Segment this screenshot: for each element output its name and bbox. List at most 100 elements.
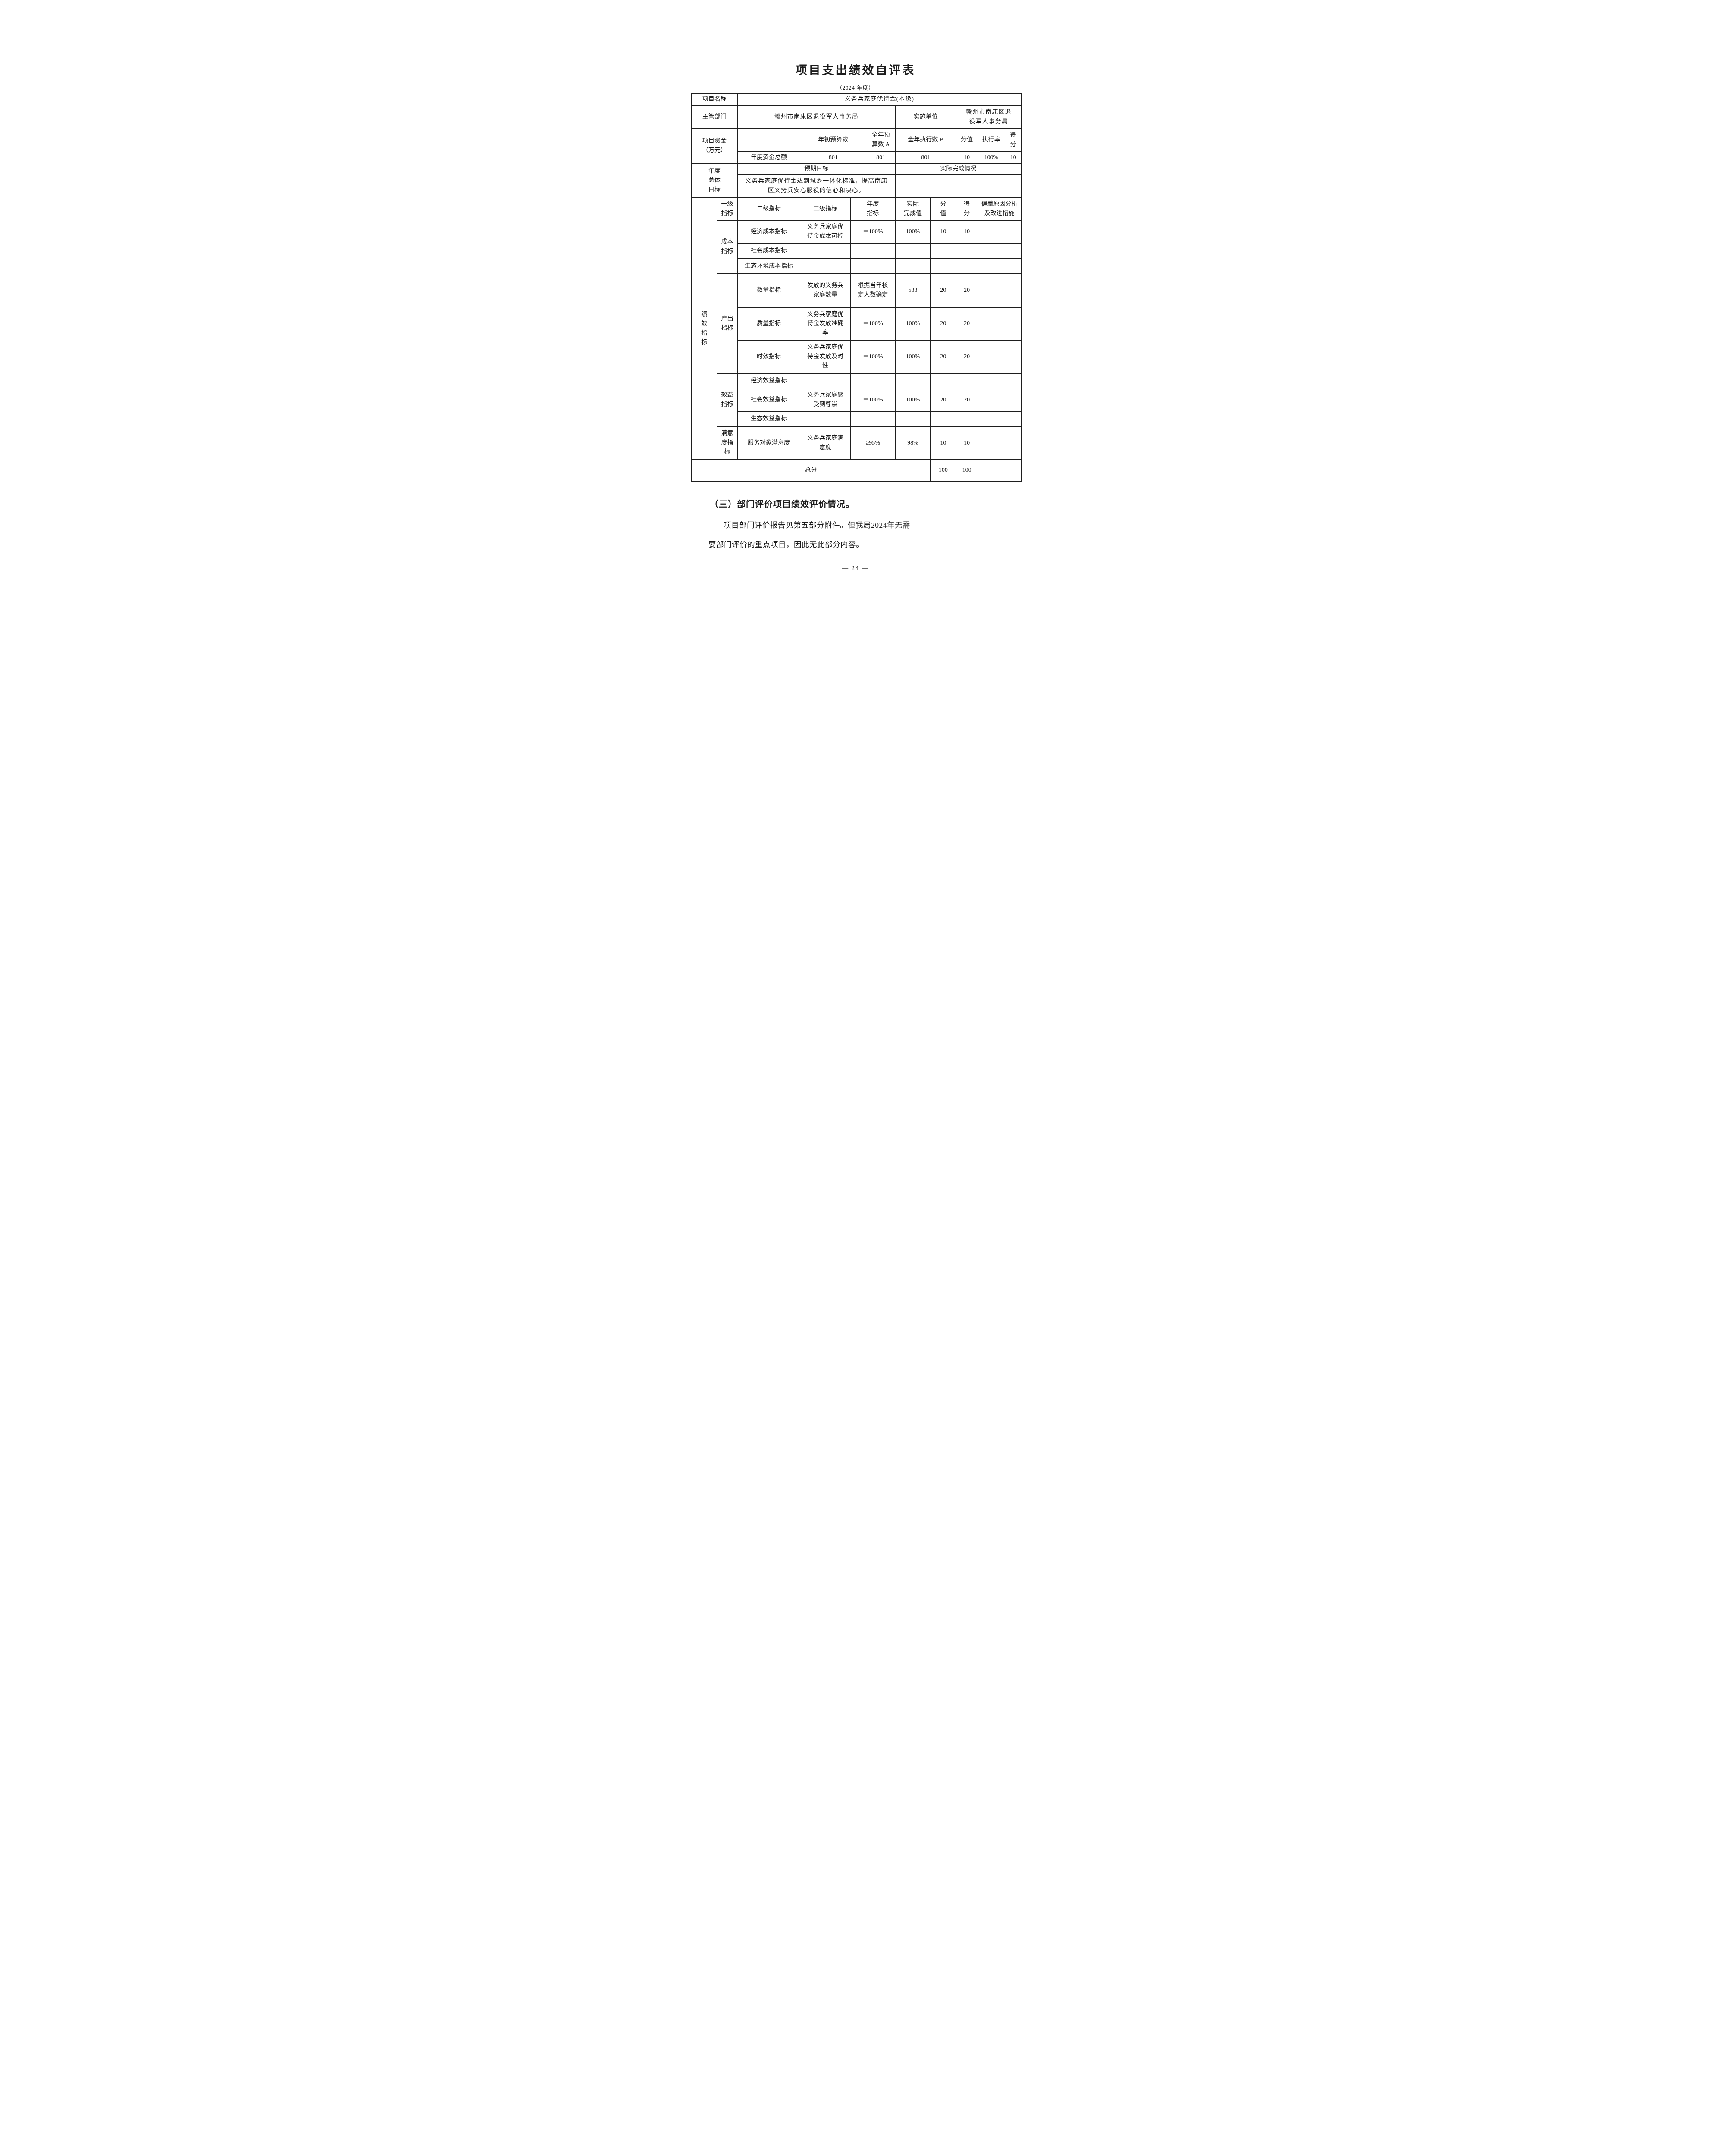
table-row: 项目名称 义务兵家庭优待金(本级) (691, 93, 1022, 107)
fund-header-initial-budget: 年初预算数 (800, 128, 867, 153)
fund-budget-a-value: 801 (866, 151, 896, 164)
indicator-level2: 生态环境成本指标 (737, 258, 801, 275)
indicator-level3: 义务兵家庭优 待金成本可控 (800, 220, 851, 244)
table-row: 年度资金总额 801 801 801 10 100% 10 (691, 151, 1022, 164)
table-row: 总分 100 100 (691, 459, 1022, 482)
indicator-level2: 经济成本指标 (737, 220, 801, 244)
fund-exec-rate-value: 100% (977, 151, 1006, 164)
indicator-deviation (977, 411, 1022, 427)
indicator-annual (850, 258, 896, 275)
actual-completion-header: 实际完成情况 (895, 163, 1022, 175)
table-row: 质量指标 义务兵家庭优 待金发放准确 率 ＝100% 100% 20 20 (691, 307, 1022, 341)
section-heading: （三）部门评价项目绩效评价情况。 (710, 500, 855, 510)
indicator-level3: 义务兵家庭优 待金发放及时 性 (800, 340, 851, 374)
doc-subtitle: （2024 年度） (837, 85, 874, 91)
header-level3: 三级指标 (800, 197, 851, 221)
fund-score-value: 10 (1005, 151, 1022, 164)
indicator-score (956, 243, 978, 260)
indicator-level2: 质量指标 (737, 307, 801, 341)
indicator-annual (850, 411, 896, 427)
actual-completion-text (895, 174, 1022, 199)
group-cost-label: 成本 指标 (717, 220, 738, 275)
header-actual: 实际 完成值 (895, 197, 931, 221)
page-number: — 24 — (842, 565, 869, 572)
indicator-score: 20 (956, 307, 978, 341)
indicator-actual: 100% (895, 340, 931, 374)
group-satisfaction-label: 满意 度指 标 (717, 426, 738, 461)
indicator-score: 20 (956, 389, 978, 412)
indicator-annual: ≥95% (850, 426, 896, 461)
indicator-weight (930, 373, 956, 390)
group-benefit-label: 效益 指标 (717, 373, 738, 427)
fund-header-budget-a: 全年预 算数 A (866, 128, 896, 153)
total-score-label: 总分 (691, 459, 931, 482)
indicator-weight: 10 (930, 220, 956, 244)
fund-header-score: 得 分 (1005, 128, 1022, 153)
header-deviation: 偏差原因分析 及改进措施 (977, 197, 1022, 221)
indicator-deviation (977, 307, 1022, 341)
indicator-annual (850, 243, 896, 260)
dept-label: 主管部门 (691, 105, 738, 129)
indicator-level2: 时效指标 (737, 340, 801, 374)
header-score: 得 分 (956, 197, 978, 221)
indicator-score: 20 (956, 273, 978, 308)
indicator-actual (895, 373, 931, 390)
header-level1: 一级 指标 (717, 197, 738, 221)
indicator-actual (895, 258, 931, 275)
group-output-label: 产出 指标 (717, 273, 738, 374)
table-row: 年度 总体 目标 预期目标 实际完成情况 (691, 163, 1022, 199)
indicator-level2: 服务对象满意度 (737, 426, 801, 461)
table-row: 主管部门 赣州市南康区退役军人事务局 实施单位 赣州市南康区退 役军人事务局 (691, 105, 1022, 129)
fund-initial-value: 801 (800, 151, 867, 164)
indicator-weight: 20 (930, 340, 956, 374)
expected-target-text: 义务兵家庭优待金达到城乡一体化标准，提高南康 区义务兵安心服役的信心和决心。 (737, 174, 896, 199)
table-row: 社会成本指标 (691, 243, 1022, 260)
indicator-level2: 生态效益指标 (737, 411, 801, 427)
indicator-actual (895, 411, 931, 427)
header-level2: 二级指标 (737, 197, 801, 221)
indicator-deviation (977, 243, 1022, 260)
indicator-annual: ＝100% (850, 220, 896, 244)
annual-target-label: 年度 总体 目标 (691, 163, 738, 199)
indicator-level3: 发放的义务兵 家庭数量 (800, 273, 851, 308)
table-row: 义务兵家庭优待金达到城乡一体化标准，提高南康 区义务兵安心服役的信心和决心。 (691, 174, 1022, 199)
table-row: 满意 度指 标 服务对象满意度 义务兵家庭满 意度 ≥95% 98% 10 10 (691, 426, 1022, 461)
indicator-deviation (977, 389, 1022, 412)
project-name-label: 项目名称 (691, 93, 738, 107)
fund-label: 项目资金 （万元） (691, 128, 738, 164)
total-deviation (977, 459, 1022, 482)
indicator-weight: 20 (930, 307, 956, 341)
indicator-level2: 数量指标 (737, 273, 801, 308)
table-row: 生态环境成本指标 (691, 258, 1022, 275)
indicator-level2: 经济效益指标 (737, 373, 801, 390)
indicator-level3 (800, 373, 851, 390)
indicator-score: 20 (956, 340, 978, 374)
fund-header-blank (737, 128, 801, 153)
indicator-actual: 100% (895, 307, 931, 341)
performance-indicator-side-label: 绩 效 指 标 (691, 197, 718, 461)
indicator-level3: 义务兵家庭优 待金发放准确 率 (800, 307, 851, 341)
table-row: 项目资金 （万元） 年初预算数 全年预 算数 A 全年执行数 B 分值 执行率 … (691, 128, 1022, 164)
document-page: 项目支出绩效自评表 （2024 年度） 项目名称 义务兵家庭优待金(本级) 主管… (642, 0, 1069, 605)
header-weight: 分 值 (930, 197, 956, 221)
indicator-deviation (977, 340, 1022, 374)
indicator-annual: ＝100% (850, 389, 896, 412)
doc-title: 项目支出绩效自评表 (795, 64, 916, 77)
indicator-weight (930, 243, 956, 260)
total-weight-value: 100 (930, 459, 956, 482)
self-evaluation-table: 项目名称 义务兵家庭优待金(本级) 主管部门 赣州市南康区退役军人事务局 实施单… (691, 93, 1022, 482)
fund-total-label: 年度资金总额 (737, 151, 801, 164)
indicator-weight (930, 258, 956, 275)
body-paragraph: 项目部门评价报告见第五部分附件。但我局2024年无需 要部门评价的重点项目，因此… (708, 521, 910, 549)
indicator-score (956, 411, 978, 427)
indicator-actual: 100% (895, 220, 931, 244)
impl-unit-label: 实施单位 (895, 105, 956, 129)
table-row: 时效指标 义务兵家庭优 待金发放及时 性 ＝100% 100% 20 20 (691, 340, 1022, 374)
indicator-deviation (977, 273, 1022, 308)
indicator-level3 (800, 258, 851, 275)
indicator-annual: ＝100% (850, 340, 896, 374)
fund-weight-value: 10 (956, 151, 978, 164)
indicator-actual: 98% (895, 426, 931, 461)
fund-header-weight: 分值 (956, 128, 978, 153)
indicator-level3: 义务兵家庭满 意度 (800, 426, 851, 461)
